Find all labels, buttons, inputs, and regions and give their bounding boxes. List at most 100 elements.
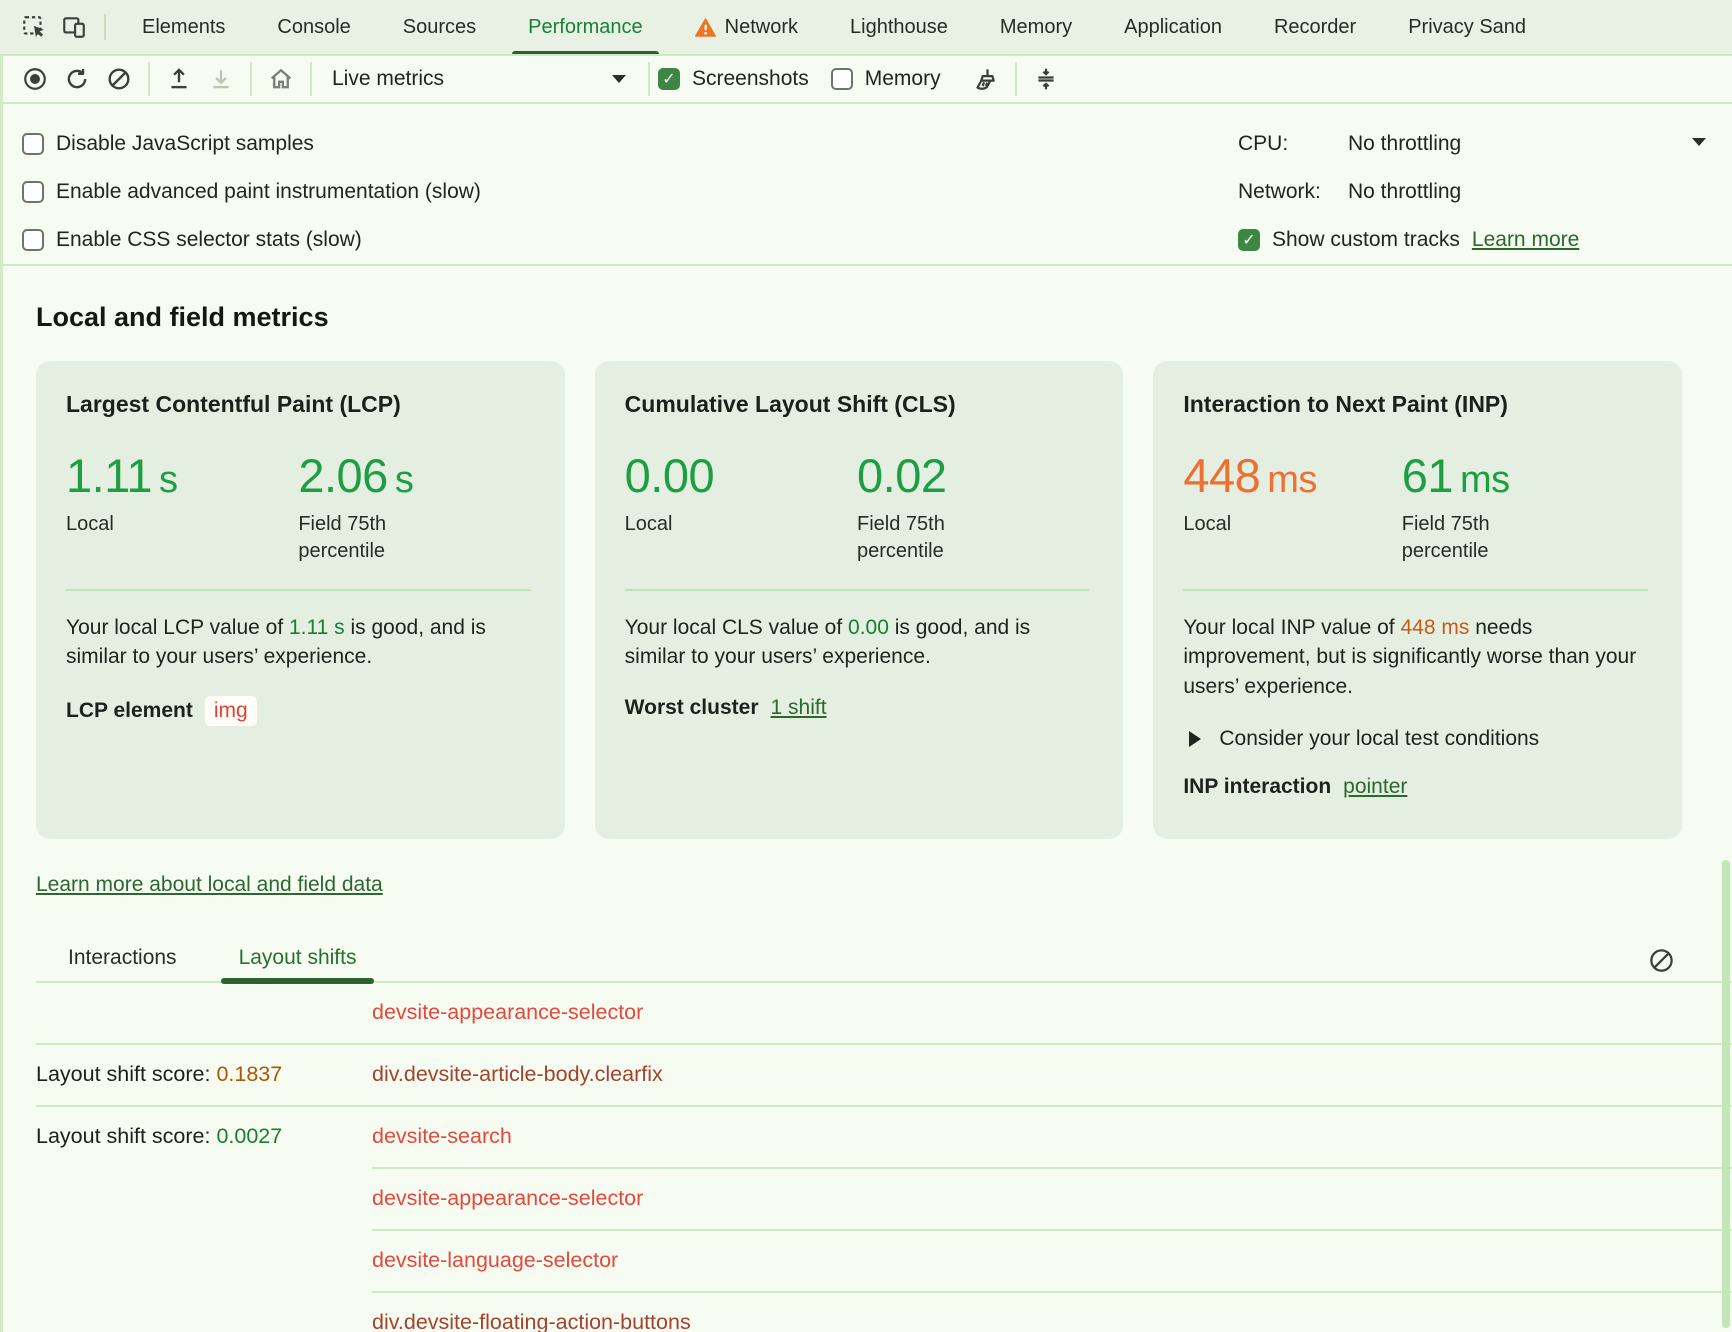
tab-memory[interactable]: Memory [999,16,1073,38]
live-metrics-view: Local and field metrics Largest Contentf… [0,302,1732,1332]
card-title: Interaction to Next Paint (INP) [1183,391,1508,417]
record-icon[interactable] [14,60,56,98]
tab-elements[interactable]: Elements [142,16,226,38]
screenshots-checkbox[interactable]: ✓ Screenshots [658,67,809,91]
card-divider [66,589,531,591]
custom-tracks-learn-more-link[interactable]: Learn more [1471,228,1580,251]
cls-field-value: 0.02 [857,449,947,502]
log-tab-layout-shifts[interactable]: Layout shifts [220,938,375,984]
lcp-field-value: 2.06 s [298,449,414,502]
device-toolbar-icon[interactable] [54,7,94,47]
advanced-paint-instrumentation-checkbox[interactable]: Enable advanced paint instrumentation (s… [22,168,1732,216]
pane-left-border [0,56,3,1332]
layout-shift-row[interactable]: devsite-appearance-selector [36,1169,1732,1231]
active-log-tab-indicator [220,978,375,984]
toolbar-separator [648,62,650,96]
inp-interaction-label: INP interaction [1183,775,1332,799]
shift-node-link[interactable]: devsite-search [372,1124,512,1148]
layout-shift-row[interactable]: Layout shift score: 0.1837 div.devsite-a… [36,1045,1732,1107]
cls-local-value: 0.00 [624,449,715,502]
lcp-element-node-link[interactable]: img [204,695,257,726]
tab-privacy-sandbox[interactable]: Privacy Sand [1408,16,1527,38]
local-field-data-learn-more-link[interactable]: Learn more about local and field data [36,873,383,896]
shift-node-link[interactable]: devsite-language-selector [372,1248,619,1272]
tab-application[interactable]: Application [1124,16,1222,38]
toolbar-separator [148,62,150,96]
local-label: Local [624,513,673,535]
chevron-down-icon [612,75,626,83]
worst-cluster-link[interactable]: 1 shift [770,695,827,719]
checkbox-unchecked-icon [22,133,44,155]
warning-icon [694,18,716,37]
tab-network[interactable]: Network [669,0,824,54]
chevron-down-icon[interactable] [1692,138,1706,146]
local-test-conditions-disclosure[interactable]: Consider your local test conditions [1183,727,1648,751]
tab-recorder[interactable]: Recorder [1273,16,1357,38]
home-live-metrics-icon[interactable] [260,60,302,98]
shift-node-link[interactable]: div.devsite-floating-action-buttons [372,1310,691,1332]
layout-shift-row[interactable]: devsite-appearance-selector [36,983,1732,1045]
toolbar-separator [250,62,252,96]
log-tabbar: Interactions Layout shifts [36,938,1732,984]
clear-log-icon[interactable] [1644,943,1678,977]
log-tab-interactions[interactable]: Interactions [68,946,177,969]
tab-sources[interactable]: Sources [402,16,477,38]
cls-card: Cumulative Layout Shift (CLS) 0.00 Local… [594,361,1124,839]
layout-shift-score: Layout shift score: 0.1837 [36,1062,283,1086]
lcp-element-label: LCP element [66,698,193,722]
network-label: Network: [1238,180,1321,203]
local-label: Local [66,513,114,535]
tab-console[interactable]: Console [277,16,351,38]
checkbox-checked-icon: ✓ [658,68,680,90]
css-selector-stats-checkbox[interactable]: Enable CSS selector stats (slow) [22,216,1732,264]
layout-shift-row[interactable]: div.devsite-floating-action-buttons [36,1293,1732,1332]
metric-cards: Largest Contentful Paint (LCP) 1.11 s Loc… [36,361,1732,839]
vertical-scrollbar[interactable] [1722,860,1730,1328]
checkbox-unchecked-icon [22,181,44,203]
checkbox-checked-icon[interactable]: ✓ [1238,229,1260,251]
devtools-tabbar: Elements Console Sources Performance Net… [0,0,1732,56]
row-divider [372,1291,1732,1293]
inp-interaction-link[interactable]: pointer [1343,775,1408,799]
field-label: Field 75th percentile [298,513,387,562]
memory-checkbox[interactable]: Memory [830,67,941,91]
throttling-controls: CPU: No throttling Network: No throttlin… [1238,120,1732,264]
row-divider [372,1167,1732,1169]
checkbox-unchecked-icon [22,229,44,251]
layout-shift-log: devsite-appearance-selector Layout shift… [36,983,1732,1332]
clear-icon[interactable] [98,60,140,98]
shift-node-link[interactable]: devsite-appearance-selector [372,1186,644,1210]
inp-card: Interaction to Next Paint (INP) 448 ms Lo… [1153,361,1683,839]
tab-performance[interactable]: Performance [502,0,669,54]
layout-shift-row[interactable]: Layout shift score: 0.0027 devsite-searc… [36,1107,1732,1169]
card-title: Largest Contentful Paint (LCP) [66,391,401,417]
collapse-sections-icon[interactable] [1025,60,1067,98]
field-label: Field 75th percentile [1401,513,1490,562]
custom-tracks-label: Show custom tracks [1272,228,1460,251]
section-heading: Local and field metrics [36,302,329,332]
row-divider [372,1229,1732,1231]
field-label: Field 75th percentile [857,513,945,562]
inspect-element-icon[interactable] [14,7,54,47]
lcp-description: Your local LCP value of 1.11 s is good, … [66,616,486,669]
cpu-throttling-select[interactable]: No throttling [1348,132,1462,155]
cls-description: Your local CLS value of 0.00 is good, an… [624,616,1031,669]
show-custom-tracks-row: ✓ Show custom tracks Learn more [1238,216,1732,264]
collect-garbage-icon[interactable] [965,60,1007,98]
inp-description: Your local INP value of 448 ms needs imp… [1183,616,1637,698]
disable-js-samples-checkbox[interactable]: Disable JavaScript samples [22,120,1732,168]
lcp-local-value: 1.11 s [66,449,178,502]
cpu-throttling-row: CPU: No throttling [1238,120,1732,168]
active-tab-indicator [512,51,659,54]
shift-node-link[interactable]: div.devsite-article-body.clearfix [372,1062,663,1086]
tab-lighthouse[interactable]: Lighthouse [850,16,948,38]
network-throttling-select[interactable]: No throttling [1348,180,1462,203]
lcp-card: Largest Contentful Paint (LCP) 1.11 s Loc… [36,361,565,839]
reload-record-icon[interactable] [56,60,98,98]
history-dropdown-value: Live metrics [332,67,445,90]
shift-node-link[interactable]: devsite-appearance-selector [372,1000,644,1024]
layout-shift-row[interactable]: devsite-language-selector [36,1231,1732,1293]
history-dropdown[interactable]: Live metrics [320,67,640,91]
toolbar-separator [310,62,312,96]
load-profile-icon[interactable] [158,60,200,98]
